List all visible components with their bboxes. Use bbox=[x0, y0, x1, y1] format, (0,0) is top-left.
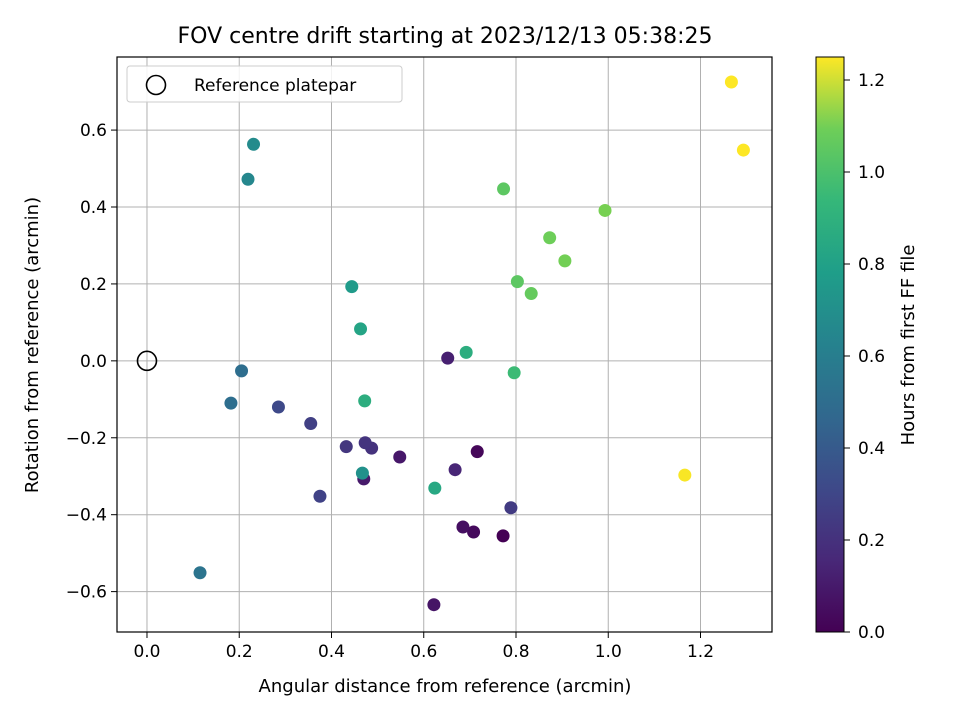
data-point bbox=[678, 468, 692, 482]
data-point bbox=[224, 396, 238, 410]
chart-title: FOV centre drift starting at 2023/12/13 … bbox=[178, 24, 713, 49]
data-point bbox=[427, 598, 441, 612]
data-point bbox=[504, 501, 518, 515]
data-point bbox=[393, 450, 407, 464]
colorbar-label: Hours from first FF file bbox=[898, 245, 919, 446]
x-tick-label: 0.6 bbox=[410, 642, 437, 662]
x-tick-label: 0.2 bbox=[226, 642, 253, 662]
colorbar-tick-label: 0.0 bbox=[858, 623, 885, 643]
data-point bbox=[510, 275, 524, 289]
data-point bbox=[358, 394, 372, 408]
data-point bbox=[456, 520, 470, 534]
y-tick-label: −0.4 bbox=[66, 506, 107, 526]
data-point bbox=[507, 366, 521, 380]
data-point bbox=[598, 203, 612, 217]
data-point bbox=[304, 417, 318, 431]
data-point bbox=[543, 231, 557, 245]
data-point bbox=[355, 466, 369, 480]
data-point bbox=[497, 182, 511, 196]
data-point bbox=[467, 525, 481, 539]
legend-marker-icon bbox=[145, 74, 167, 96]
reference-platepar-marker bbox=[136, 350, 158, 372]
data-point bbox=[428, 481, 442, 495]
colorbar-tick-label: 0.8 bbox=[858, 255, 885, 275]
data-point bbox=[524, 287, 538, 301]
data-point bbox=[354, 322, 368, 336]
data-point bbox=[241, 172, 255, 186]
data-point bbox=[470, 445, 484, 459]
x-tick-label: 1.2 bbox=[687, 642, 714, 662]
grid-lines bbox=[117, 57, 772, 632]
data-point bbox=[448, 463, 462, 477]
data-point bbox=[193, 566, 207, 580]
colorbar-tick-label: 0.2 bbox=[858, 531, 885, 551]
colorbar-tick-label: 0.4 bbox=[858, 439, 885, 459]
data-point bbox=[339, 440, 353, 454]
data-point bbox=[358, 436, 372, 450]
scatter-series bbox=[193, 75, 750, 612]
colorbar-gradient bbox=[815, 56, 845, 633]
data-point bbox=[724, 75, 738, 89]
x-tick-label: 1.0 bbox=[595, 642, 622, 662]
data-point bbox=[313, 489, 327, 503]
y-tick-label: 0.4 bbox=[80, 198, 107, 218]
data-point bbox=[345, 280, 359, 294]
x-axis-label: Angular distance from reference (arcmin) bbox=[259, 676, 632, 697]
plot-frame bbox=[116, 56, 773, 633]
y-axis-label: Rotation from reference (arcmin) bbox=[22, 197, 43, 493]
y-tick-label: −0.6 bbox=[66, 583, 107, 603]
x-tick-label: 0.4 bbox=[318, 642, 345, 662]
data-point bbox=[271, 400, 285, 414]
y-tick-label: −0.2 bbox=[66, 429, 107, 449]
legend-box bbox=[126, 65, 403, 103]
y-axis-ticks: −0.6 −0.4 −0.2 0.0 0.2 0.4 0.6 bbox=[66, 121, 117, 603]
legend-entry-reference-platepar: Reference platepar bbox=[194, 76, 356, 96]
y-tick-label: 0.0 bbox=[80, 352, 107, 372]
data-point bbox=[736, 143, 750, 157]
y-tick-label: 0.2 bbox=[80, 275, 107, 295]
legend: Reference platepar bbox=[126, 65, 403, 103]
x-tick-label: 0.0 bbox=[133, 642, 160, 662]
colorbar-ticks: 0.0 0.2 0.4 0.6 0.8 1.0 1.2 bbox=[844, 71, 885, 643]
data-point bbox=[441, 351, 455, 365]
data-point bbox=[496, 529, 510, 543]
x-tick-label: 0.8 bbox=[502, 642, 529, 662]
colorbar-tick-label: 1.2 bbox=[858, 71, 885, 91]
colorbar: 0.0 0.2 0.4 0.6 0.8 1.0 1.2 Hours from first F… bbox=[815, 56, 919, 643]
data-point bbox=[247, 137, 261, 151]
colorbar-tick-label: 0.6 bbox=[858, 347, 885, 367]
data-point bbox=[459, 345, 473, 359]
data-point bbox=[558, 254, 572, 268]
y-tick-label: 0.6 bbox=[80, 121, 107, 141]
data-point bbox=[235, 364, 249, 378]
x-axis-ticks: 0.0 0.2 0.4 0.6 0.8 1.0 1.2 bbox=[133, 632, 714, 662]
colorbar-tick-label: 1.0 bbox=[858, 163, 885, 183]
